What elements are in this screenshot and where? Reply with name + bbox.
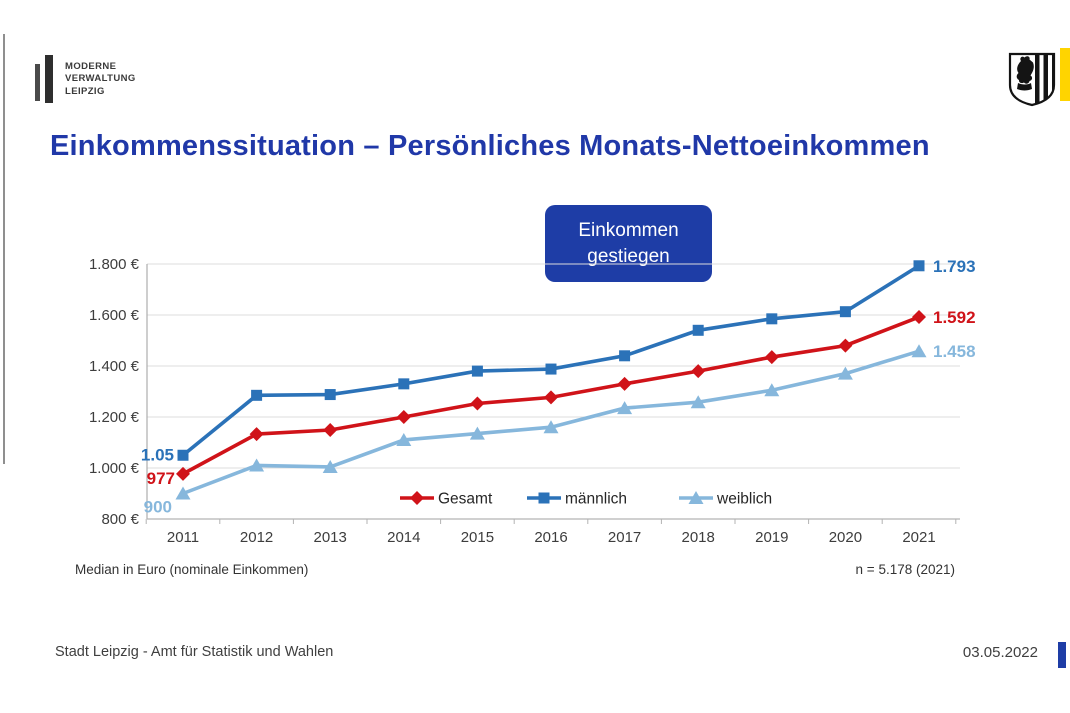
x-tick-label: 2013	[314, 529, 347, 546]
square-marker-icon	[913, 260, 925, 272]
triangle-marker-icon	[764, 383, 780, 397]
triangle-marker-icon	[469, 426, 485, 440]
logo-wordmark: MODERNE VERWALTUNG LEIPZIG	[65, 53, 136, 103]
end-data-label: 1.592	[933, 308, 976, 327]
square-marker-icon	[471, 365, 483, 377]
lion-glyph	[1016, 56, 1034, 91]
chart-footnote-units: Median in Euro (nominale Einkommen)	[75, 562, 309, 577]
callout-line-1: Einkommen	[578, 219, 679, 241]
triangle-marker-icon	[396, 432, 412, 446]
triangle-marker-icon	[322, 459, 338, 473]
square-marker-icon	[766, 313, 778, 325]
square-marker-icon	[619, 350, 631, 362]
square-marker-icon	[839, 306, 851, 318]
diamond-marker-icon	[838, 338, 853, 353]
x-tick-label: 2012	[240, 529, 273, 546]
slide-left-border	[3, 34, 5, 464]
chart-footnote-sample: n = 5.178 (2021)	[855, 562, 955, 577]
logo-bars-icon	[35, 53, 57, 103]
square-marker-icon	[398, 378, 410, 390]
income-increase-callout: Einkommen gestiegen	[545, 205, 712, 282]
x-tick-label: 2011	[167, 529, 199, 546]
triangle-marker-icon	[911, 344, 927, 358]
footer-source: Stadt Leipzig - Amt für Statistik und Wa…	[55, 644, 334, 660]
diamond-marker-icon	[544, 390, 558, 405]
start-data-label: 977	[147, 469, 175, 488]
series-männlich	[177, 260, 925, 461]
triangle-marker-icon	[690, 395, 706, 409]
square-marker-icon	[545, 363, 557, 375]
legend-label: männlich	[565, 491, 627, 508]
y-tick-label: 1.200 €	[89, 409, 140, 426]
y-tick-label: 1.600 €	[89, 307, 140, 324]
y-tick-label: 800 €	[101, 511, 139, 528]
income-chart-container: 800 € 1.000 € 1.200 € 1.400 € 1.600 € 1.800 €…	[75, 250, 1005, 555]
end-data-label: 1.458	[933, 342, 976, 361]
moderne-verwaltung-leipzig-logo: MODERNE VERWALTUNG LEIPZIG	[35, 53, 136, 103]
logo-line-3: LEIPZIG	[65, 85, 105, 97]
yellow-accent-bar	[1060, 48, 1070, 101]
x-tick-label: 2019	[755, 529, 788, 546]
legend-item-männlich: männlich	[527, 491, 627, 508]
diamond-marker-icon	[470, 396, 485, 411]
y-tick-label: 1.800 €	[89, 256, 140, 273]
footer-date: 03.05.2022	[962, 644, 1038, 661]
y-tick-label: 1.000 €	[89, 460, 140, 477]
x-tick-label: 2014	[387, 529, 420, 546]
triangle-marker-icon	[249, 458, 265, 472]
square-marker-icon	[538, 492, 550, 504]
series-weiblich	[175, 344, 927, 500]
legend-item-weiblich: weiblich	[679, 491, 772, 508]
income-line-chart: 800 € 1.000 € 1.200 € 1.400 € 1.600 € 1.800 €…	[89, 256, 976, 546]
diamond-marker-icon	[617, 376, 632, 391]
legend-item-Gesamt: Gesamt	[400, 491, 493, 508]
footer-blue-accent-bar	[1058, 642, 1066, 668]
square-marker-icon	[251, 389, 263, 401]
triangle-marker-icon	[175, 486, 191, 500]
leipzig-coat-of-arms-icon	[1008, 52, 1056, 112]
diamond-marker-icon	[396, 410, 411, 424]
logo-line-1: MODERNE	[65, 61, 117, 72]
legend-label: Gesamt	[438, 491, 493, 508]
diamond-marker-icon	[410, 491, 424, 505]
diamond-marker-icon	[176, 466, 190, 481]
x-tick-label: 2015	[461, 529, 494, 546]
x-tick-label: 2017	[608, 529, 641, 546]
x-tick-label: 2021	[902, 529, 935, 546]
x-tick-label: 2016	[534, 529, 567, 546]
square-marker-icon	[177, 449, 189, 461]
start-data-label: 1.05	[141, 445, 174, 464]
end-data-label: 1.793	[933, 257, 976, 276]
square-marker-icon	[692, 324, 704, 336]
diamond-marker-icon	[912, 310, 926, 325]
y-tick-label: 1.400 €	[89, 358, 140, 375]
square-marker-icon	[324, 389, 336, 401]
series-Gesamt	[176, 310, 926, 481]
diamond-marker-icon	[691, 364, 706, 379]
triangle-marker-icon	[688, 491, 704, 504]
triangle-marker-icon	[543, 420, 559, 434]
legend-label: weiblich	[716, 491, 772, 508]
diamond-marker-icon	[323, 423, 338, 438]
x-tick-label: 2018	[682, 529, 715, 546]
logo-line-2: VERWALTUNG	[65, 73, 136, 85]
x-tick-label: 2020	[829, 529, 862, 546]
start-data-label: 900	[144, 498, 172, 517]
triangle-marker-icon	[837, 366, 853, 380]
diamond-marker-icon	[249, 427, 264, 442]
triangle-marker-icon	[617, 401, 633, 415]
page-title: Einkommenssituation – Persönliches Monat…	[50, 130, 930, 163]
callout-line-2: gestiegen	[587, 245, 670, 267]
diamond-marker-icon	[764, 350, 779, 365]
